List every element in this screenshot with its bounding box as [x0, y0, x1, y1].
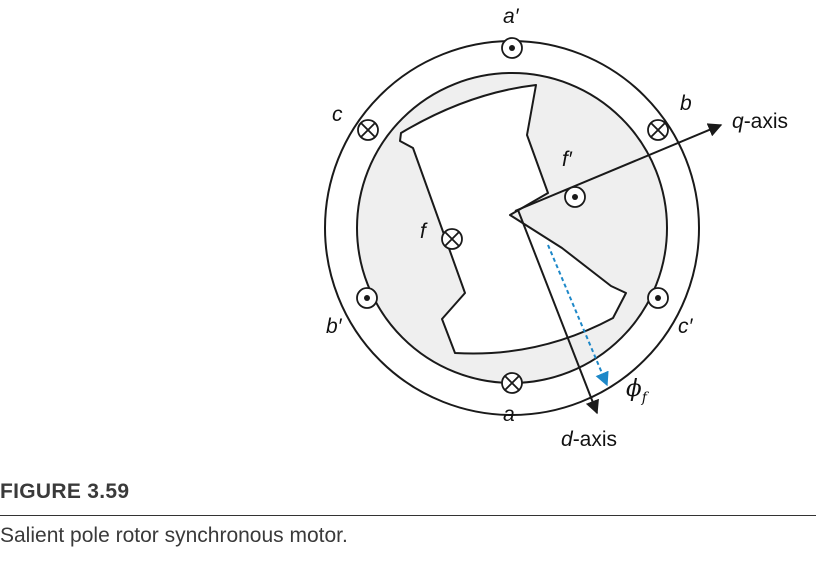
conductor-c-prime-dot — [647, 287, 669, 309]
label-f-prime: f′ — [562, 148, 573, 171]
figure-caption: Salient pole rotor synchronous motor. — [0, 524, 348, 547]
d-axis-arrow — [517, 209, 599, 415]
conductor-a-prime-dot — [501, 37, 523, 59]
label-a-prime: a′ — [503, 5, 520, 28]
label-b: b — [680, 92, 692, 115]
q-axis-arrow — [514, 123, 723, 212]
conductor-b-cross — [647, 119, 669, 141]
flux-label: ϕf — [626, 376, 650, 406]
label-c: c — [332, 103, 343, 126]
label-a: a — [503, 403, 515, 426]
label-f: f — [420, 220, 428, 243]
d-axis-label: d-axis — [561, 428, 617, 451]
q-axis-label: q-axis — [732, 110, 788, 133]
field-conductor-f-prime-dot — [564, 186, 586, 208]
rotor-pole-body — [399, 84, 627, 355]
label-c-prime: c′ — [678, 315, 694, 338]
field-conductor-f-cross — [441, 228, 463, 250]
conductor-b-prime-dot — [356, 287, 378, 309]
conductor-c-cross — [357, 119, 379, 141]
caption-divider — [0, 515, 816, 516]
conductor-a-cross — [501, 372, 523, 394]
label-b-prime: b′ — [326, 315, 343, 338]
flux-arrow — [547, 244, 609, 387]
figure-number: FIGURE 3.59 — [0, 480, 130, 503]
motor-diagram: a′ a c b b′ c′ f f′ q-axis d-axis ϕf — [324, 5, 788, 451]
